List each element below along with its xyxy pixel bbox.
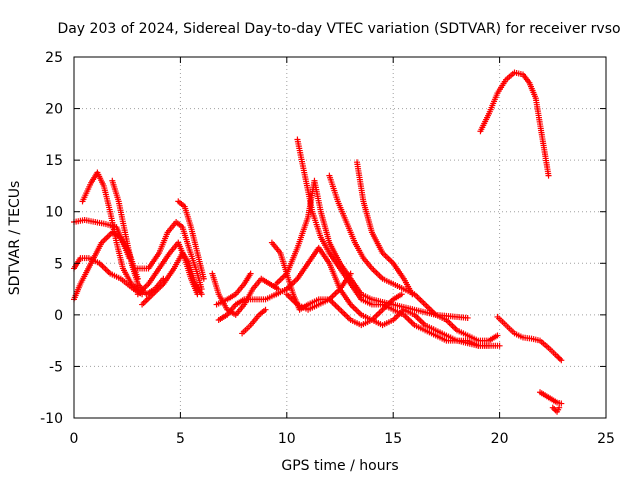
- data-point-marker: [262, 306, 269, 313]
- data-point-marker: [558, 357, 565, 364]
- series-arc-24: [549, 404, 563, 415]
- series-arc-22: [494, 313, 565, 364]
- y-tick-label: -5: [49, 359, 63, 375]
- data-point-marker: [247, 270, 254, 277]
- x-tick-label: 20: [491, 431, 509, 447]
- data-point-marker: [549, 404, 556, 411]
- series-arc-2: [79, 169, 141, 293]
- grid-lines: [74, 57, 606, 418]
- axis-ticks: [73, 56, 607, 419]
- plot-frame: [73, 56, 607, 419]
- x-tick-label: 25: [597, 431, 615, 447]
- data-point-marker: [555, 354, 562, 361]
- series-arc-16: [326, 172, 501, 344]
- data-point-marker: [398, 291, 405, 298]
- x-tick-label: 0: [70, 431, 79, 447]
- series-arc-19: [273, 244, 503, 349]
- data-point-marker: [556, 404, 563, 411]
- series-arc-8: [175, 198, 207, 282]
- series-arc-17: [354, 159, 416, 298]
- series-arc-18: [273, 177, 471, 321]
- series-arc-5: [109, 177, 167, 298]
- y-tick-labels: -10 -5 0 5 10 15 20 25: [40, 50, 63, 427]
- x-tick-label: 10: [278, 431, 296, 447]
- series-arc-23: [537, 389, 565, 407]
- data-point-marker: [496, 342, 503, 349]
- series-arc-9: [139, 249, 205, 308]
- series-arc-21: [477, 69, 552, 179]
- data-points: [71, 69, 565, 415]
- data-point-marker: [200, 275, 207, 282]
- series-arc-10: [209, 270, 282, 318]
- series-arc-7: [134, 239, 201, 298]
- y-tick-label: 20: [45, 102, 63, 118]
- series-arc-11: [213, 270, 254, 308]
- y-tick-label: 15: [45, 153, 63, 169]
- data-point-marker: [545, 172, 552, 179]
- y-tick-label: 5: [54, 256, 63, 272]
- series-arc-13: [239, 306, 269, 337]
- y-tick-label: 10: [45, 205, 63, 221]
- x-tick-label: 15: [384, 431, 402, 447]
- chart-title: Day 203 of 2024, Sidereal Day-to-day VTE…: [57, 21, 620, 37]
- y-tick-label: 25: [45, 50, 63, 66]
- y-axis-label: SDTVAR / TECUs: [7, 181, 23, 296]
- x-tick-label: 5: [176, 431, 185, 447]
- data-point-marker: [409, 291, 416, 298]
- y-tick-label: -10: [40, 411, 63, 427]
- data-point-marker: [464, 314, 471, 321]
- x-axis-label: GPS time / hours: [281, 458, 398, 474]
- data-point-marker: [551, 406, 558, 413]
- data-point-marker: [494, 332, 501, 339]
- data-point-marker: [558, 400, 565, 407]
- data-point-marker: [198, 291, 205, 298]
- data-point-marker: [556, 355, 563, 362]
- series-arc-20: [283, 291, 405, 329]
- series-arc-6: [134, 219, 205, 293]
- y-tick-label: 0: [54, 308, 63, 324]
- x-tick-labels: 0 5 10 15 20 25: [70, 431, 615, 447]
